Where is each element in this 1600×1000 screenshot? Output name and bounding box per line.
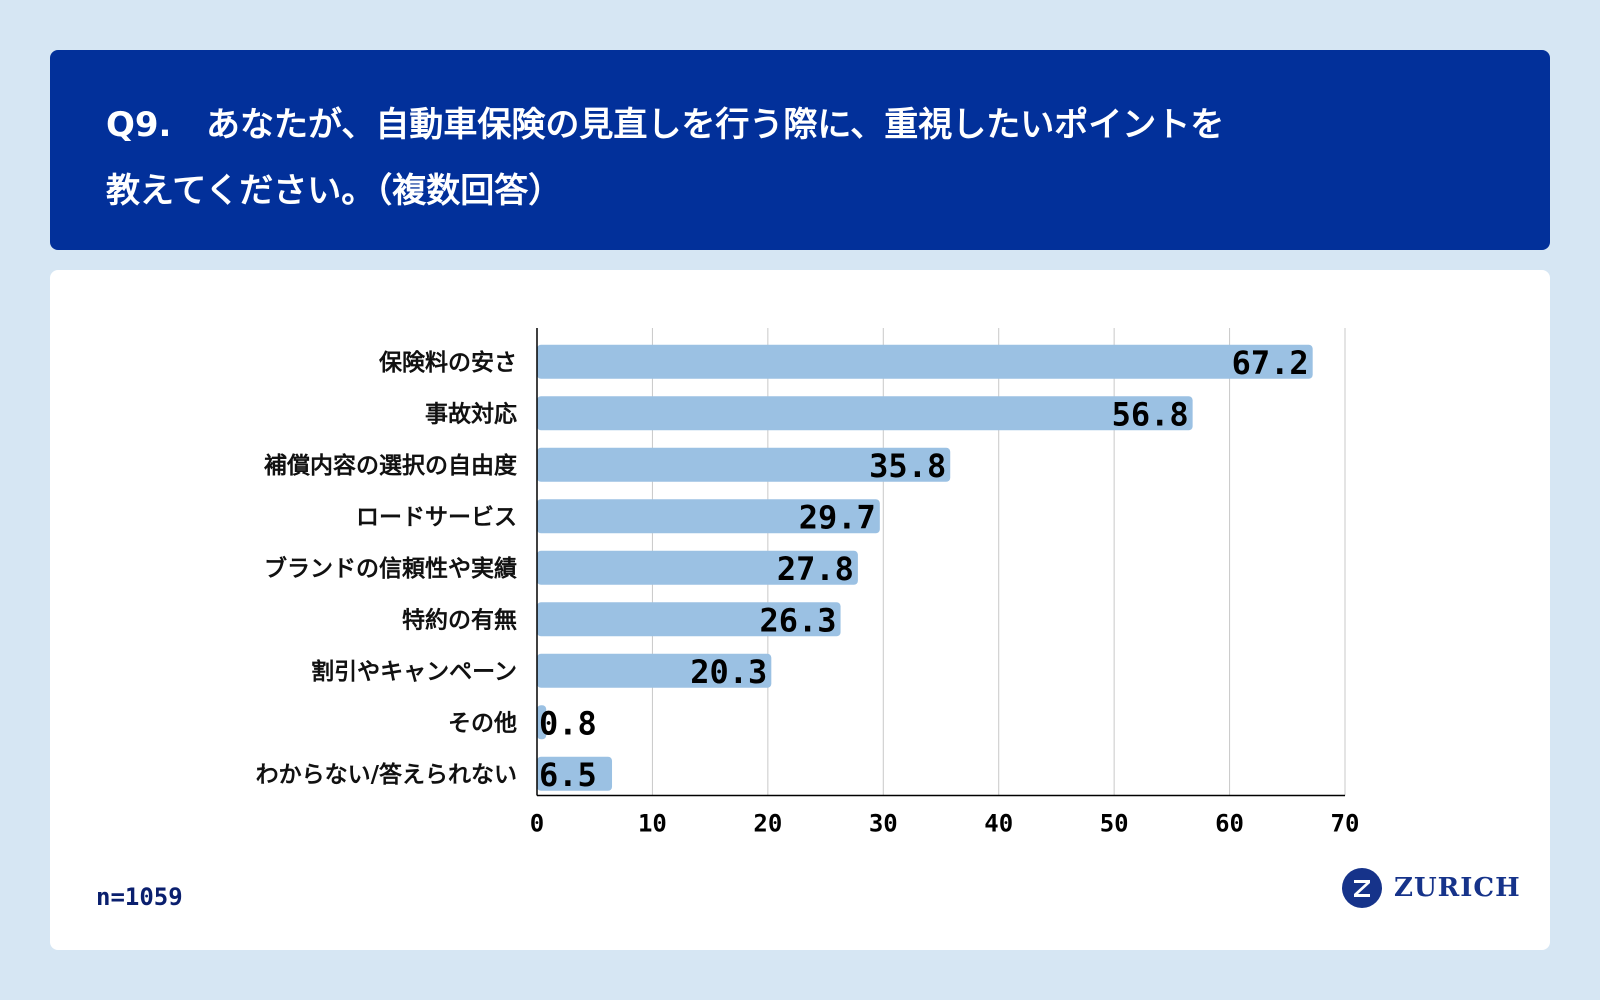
x-tick-label: 60 (1215, 810, 1244, 838)
bar (537, 705, 547, 740)
value-label: 56.8 (1112, 395, 1189, 433)
category-label: 補償内容の選択の自由度 (263, 452, 518, 479)
category-label: ロードサービス (356, 504, 517, 530)
question-title-line-1: Q9. あなたが、自動車保険の見直しを行う際に、重視したいポイントを (106, 92, 1494, 158)
question-title-line-2: 教えてください。（複数回答） (106, 171, 563, 211)
zurich-z-icon (1354, 880, 1370, 897)
value-label: 6.5 (539, 756, 597, 794)
category-label: 特約の有無 (402, 606, 517, 633)
value-label: 67.2 (1232, 344, 1309, 382)
zurich-logo: ZURICH (1342, 866, 1521, 910)
bar (537, 602, 841, 637)
category-label: その他 (448, 710, 517, 736)
x-tick-label: 40 (984, 810, 1013, 838)
bar (537, 396, 1193, 431)
value-label: 26.3 (760, 601, 837, 639)
x-tick-label: 10 (638, 810, 667, 838)
bar (537, 447, 951, 482)
x-tick-label: 0 (530, 810, 544, 838)
category-label: 保険料の安さ (378, 349, 517, 376)
bar (537, 499, 880, 534)
bar (537, 653, 772, 688)
category-label: わからない/答えられない (256, 761, 517, 788)
value-label: 20.3 (690, 653, 767, 691)
x-tick-label: 50 (1100, 810, 1129, 838)
category-label: 事故対応 (425, 400, 517, 427)
value-label: 0.8 (539, 704, 597, 742)
bar (537, 550, 858, 585)
category-label: 割引やキャンペーン (311, 658, 517, 685)
zurich-logo-icon (1342, 868, 1382, 908)
sample-size: n=1059 (96, 883, 183, 911)
question-header: Q9. あなたが、自動車保険の見直しを行う際に、重視したいポイントを 教えてくださ… (50, 50, 1550, 250)
question-number: Q9. (106, 105, 172, 145)
x-tick-label: 30 (869, 810, 898, 838)
bar (537, 344, 1313, 379)
chart-panel: 0 10 20 30 40 50 60 70 保険料の安さ 67.2 事故対応 56.8 補償内容の選択… (50, 270, 1550, 950)
bar (537, 756, 613, 791)
x-tick-label: 70 (1331, 810, 1360, 838)
value-label: 35.8 (869, 447, 946, 485)
zurich-logo-text: ZURICH (1394, 873, 1521, 903)
bar-chart: 0 10 20 30 40 50 60 70 保険料の安さ 67.2 事故対応 56.8 補償内容の選択… (256, 328, 1360, 838)
question-text-1: あなたが、自動車保険の見直しを行う際に、重視したいポイントを (206, 105, 1225, 145)
value-label: 27.8 (777, 550, 854, 588)
x-tick-label: 20 (753, 810, 782, 838)
category-label: ブランドの信頼性や実績 (264, 555, 517, 582)
value-label: 29.7 (799, 498, 876, 536)
